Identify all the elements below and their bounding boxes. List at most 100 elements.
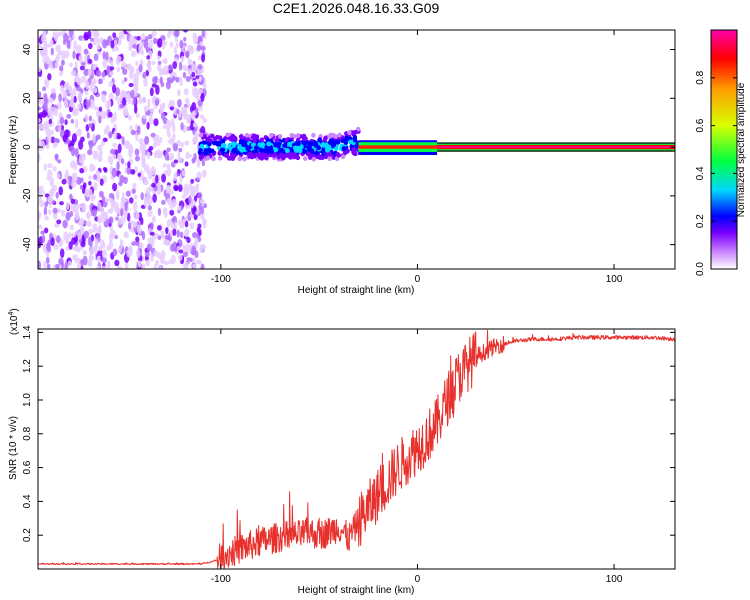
colorbar-tick-label: 0.8 — [695, 70, 706, 84]
noise-speckle — [147, 210, 153, 218]
signal-core — [239, 147, 245, 153]
x-tick-label: 100 — [606, 274, 623, 285]
noise-speckle — [108, 66, 115, 71]
noise-speckle — [138, 137, 144, 145]
noise-speckle — [120, 158, 125, 165]
noise-speckle — [69, 145, 74, 152]
noise-speckle — [202, 84, 207, 89]
noise-speckle — [76, 262, 82, 269]
noise-speckle — [137, 172, 141, 177]
noise-speckle — [119, 238, 124, 249]
noise-speckle — [57, 31, 62, 37]
noise-speckle — [88, 180, 92, 186]
noise-speckle — [106, 260, 111, 269]
noise-speckle — [197, 88, 203, 95]
noise-speckle — [201, 53, 206, 63]
x-tick-label: -100 — [211, 574, 231, 585]
signal-speckle — [334, 156, 340, 162]
noise-speckle — [182, 244, 187, 253]
noise-speckle — [138, 242, 144, 250]
noise-speckle — [88, 253, 93, 263]
noise-speckle — [109, 60, 114, 67]
noise-speckle — [185, 114, 192, 124]
noise-speckle — [75, 85, 82, 92]
signal-speckle — [220, 138, 226, 144]
colorbar-ticks: 0.0 0.2 0.4 0.6 0.8 — [695, 70, 737, 276]
signal-speckle — [327, 156, 332, 162]
noise-speckle — [38, 43, 42, 49]
noise-speckle — [38, 212, 42, 218]
noise-speckle — [71, 109, 78, 116]
noise-speckle — [152, 193, 157, 203]
noise-speckle — [149, 112, 153, 119]
noise-speckle — [127, 115, 133, 121]
noise-speckle — [92, 78, 97, 85]
noise-speckle — [127, 222, 132, 230]
noise-speckle — [112, 153, 117, 160]
noise-speckle — [184, 220, 189, 228]
noise-speckle — [52, 207, 58, 214]
noise-speckle — [179, 39, 184, 49]
noise-speckle — [118, 181, 123, 187]
signal-core — [267, 145, 273, 151]
noise-speckle — [166, 147, 171, 153]
signal-speckle — [198, 147, 203, 153]
figure-title: C2E1.2026.048.16.33.G09 — [273, 0, 440, 16]
noise-speckle — [85, 220, 89, 226]
noise-speckle — [101, 241, 106, 250]
noise-speckle — [185, 75, 191, 82]
noise-speckle — [80, 75, 87, 84]
noise-speckle — [189, 45, 195, 55]
noise-speckle — [174, 185, 179, 192]
noise-speckle — [50, 237, 55, 247]
noise-speckle — [68, 30, 74, 37]
noise-speckle — [135, 60, 139, 67]
noise-speckle — [89, 84, 93, 92]
noise-speckle — [84, 80, 90, 90]
noise-speckle — [173, 46, 178, 55]
noise-speckle — [98, 190, 104, 198]
noise-speckle — [131, 188, 136, 194]
noise-speckle — [121, 192, 125, 202]
noise-speckle — [58, 257, 64, 266]
signal-core — [245, 145, 251, 151]
noise-speckle — [115, 87, 121, 97]
snr-axes: -100 0 100 0.2 0.4 0.6 0.8 1.0 1.2 1.4 — [22, 325, 675, 585]
noise-speckle — [140, 192, 144, 201]
spectrogram-y-label: Frequency (Hz) — [8, 116, 19, 185]
noise-speckle — [192, 139, 199, 144]
noise-speckle — [136, 225, 142, 234]
noise-speckle — [185, 204, 191, 210]
noise-speckle — [92, 64, 97, 71]
y-tick-label: 1.0 — [22, 393, 33, 407]
noise-speckle — [77, 103, 82, 110]
noise-speckle — [118, 31, 125, 38]
noise-speckle — [115, 189, 120, 200]
noise-speckle — [97, 144, 103, 152]
signal-core — [260, 142, 266, 148]
signal-speckle — [238, 138, 244, 144]
noise-speckle — [47, 195, 54, 204]
noise-speckle — [147, 205, 152, 211]
y-tick-label: 0.4 — [22, 494, 33, 508]
noise-speckle — [159, 255, 165, 265]
signal-speckle — [337, 132, 342, 138]
noise-speckle — [92, 174, 98, 181]
noise-speckle — [182, 111, 187, 117]
noise-speckle — [161, 199, 166, 205]
noise-speckle — [184, 243, 191, 254]
noise-speckle — [196, 44, 202, 52]
noise-speckle — [47, 73, 52, 81]
noise-speckle — [101, 71, 106, 78]
noise-speckle — [199, 244, 204, 253]
noise-speckle — [95, 70, 102, 78]
signal-speckle — [330, 141, 335, 147]
noise-speckle — [173, 221, 177, 230]
signal-speckle — [335, 139, 341, 145]
noise-speckle — [99, 205, 104, 213]
noise-speckle — [187, 64, 192, 70]
noise-speckle — [193, 35, 199, 45]
noise-speckle — [66, 113, 72, 119]
noise-speckle — [169, 41, 174, 48]
noise-speckle — [177, 205, 182, 211]
